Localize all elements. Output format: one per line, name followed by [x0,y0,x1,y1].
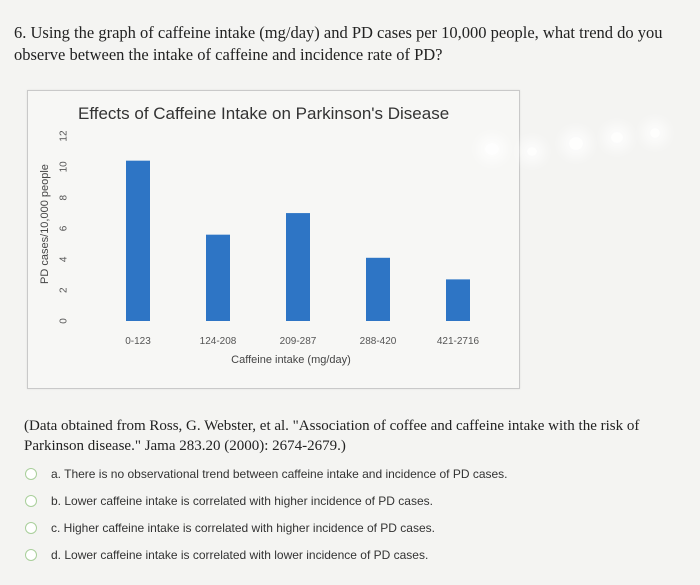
screen-glare [527,147,537,156]
bar-chart: Effects of Caffeine Intake on Parkinson'… [39,104,480,366]
x-axis-label: Caffeine intake (mg/day) [231,354,351,366]
y-tick-label: 8 [59,194,70,200]
x-tick-label: 421-2716 [437,336,480,347]
option-label: c. Higher caffeine intake is correlated … [51,520,435,535]
option-c[interactable]: c. Higher caffeine intake is correlated … [25,514,675,541]
option-b[interactable]: b. Lower caffeine intake is correlated w… [25,487,675,514]
screen-glare [485,143,499,155]
radio-button[interactable] [25,494,37,507]
bar-0-123 [126,160,150,321]
radio-button[interactable] [25,548,37,561]
chart-panel: Effects of Caffeine Intake on Parkinson'… [27,90,520,389]
screen-glare [650,128,660,138]
radio-button[interactable] [25,521,37,534]
x-tick-label: 0-123 [125,336,151,347]
y-tick-label: 10 [59,161,70,173]
x-tick-label: 124-208 [200,336,237,347]
y-tick-label: 6 [59,225,70,231]
bar-421-2716 [446,279,470,321]
option-a[interactable]: a. There is no observational trend betwe… [25,460,675,487]
screen-glare [569,137,583,150]
y-axis-label: PD cases/10,000 people [39,164,51,284]
bar-124-208 [206,234,230,321]
y-axis: 0 2 4 6 8 10 12 [59,130,70,324]
option-label: a. There is no observational trend betwe… [51,466,508,481]
bar-209-287 [286,213,310,321]
data-citation: (Data obtained from Ross, G. Webster, et… [24,418,640,454]
y-tick-label: 2 [59,287,70,293]
option-label: d. Lower caffeine intake is correlated w… [51,547,429,562]
option-label: b. Lower caffeine intake is correlated w… [51,493,433,508]
answer-options: a. There is no observational trend betwe… [25,460,675,568]
x-tick-label: 209-287 [280,336,317,347]
y-tick-label: 4 [59,256,70,262]
y-tick-label: 0 [59,318,70,324]
x-axis: 0-123 124-208 209-287 288-420 421-2716 [125,336,479,347]
chart-title: Effects of Caffeine Intake on Parkinson'… [78,104,449,123]
bars-group [126,160,470,321]
y-tick-label: 12 [59,130,70,142]
radio-button[interactable] [25,467,37,480]
option-d[interactable]: d. Lower caffeine intake is correlated w… [25,541,675,568]
screen-glare [611,132,623,143]
question-text: 6. Using the graph of caffeine intake (m… [14,23,663,64]
x-tick-label: 288-420 [360,336,397,347]
bar-288-420 [366,257,390,321]
